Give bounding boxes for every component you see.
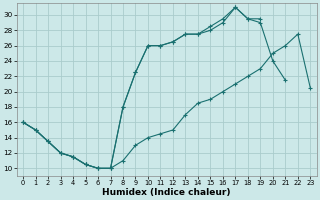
X-axis label: Humidex (Indice chaleur): Humidex (Indice chaleur) [102, 188, 231, 197]
